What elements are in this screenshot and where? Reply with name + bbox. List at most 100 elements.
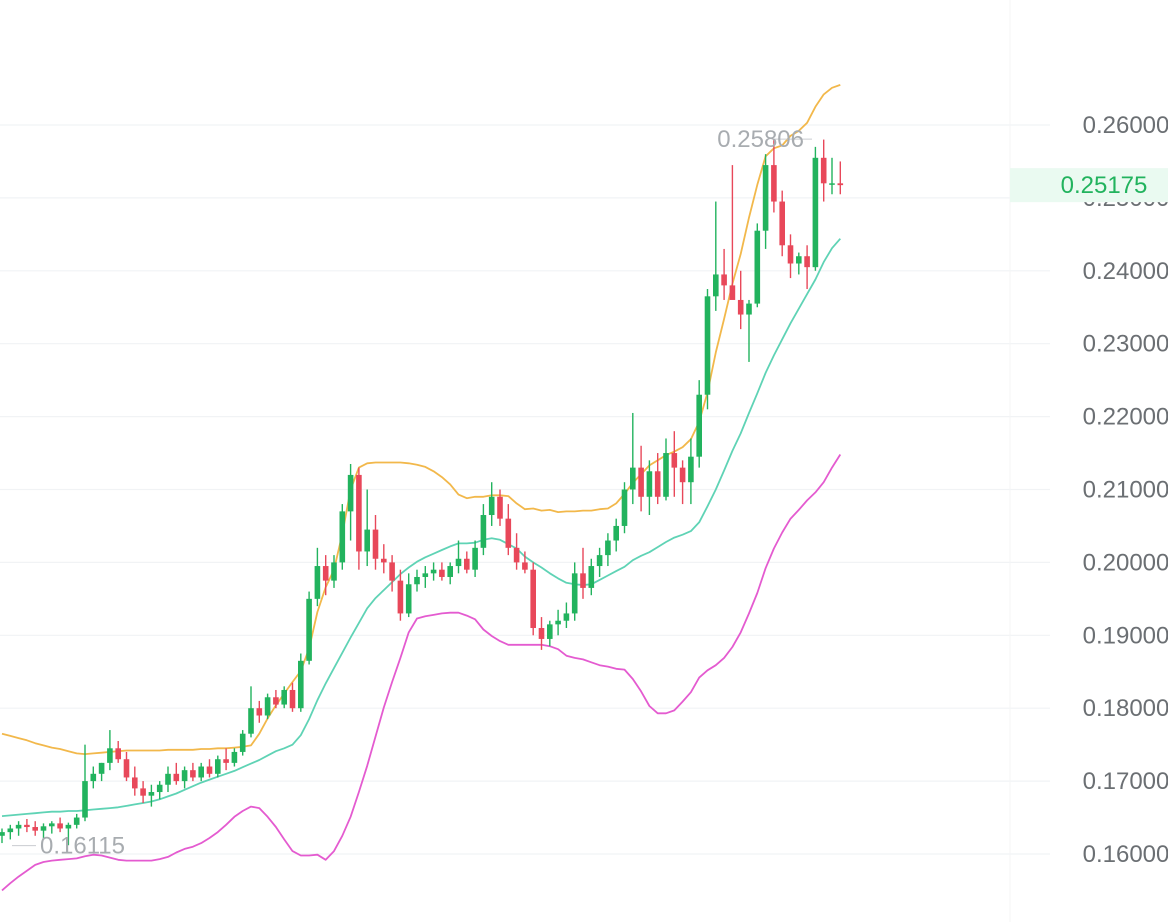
candle-down	[737, 270, 744, 330]
lower-band-line	[1, 454, 842, 892]
candle-body	[804, 256, 810, 268]
candle-up	[713, 201, 719, 311]
candle-body	[754, 230, 761, 304]
candle-body	[24, 824, 30, 828]
candle-up	[65, 822, 72, 846]
high-marker-label: 0.25806	[717, 126, 804, 153]
candle-body	[148, 792, 155, 796]
candle-up	[347, 463, 354, 541]
candle-up	[696, 380, 702, 468]
candle-body	[107, 748, 113, 763]
candle-up	[812, 146, 819, 271]
candle-body	[638, 467, 644, 497]
candle-body	[32, 827, 38, 831]
candle-body	[82, 781, 88, 818]
candle-body	[98, 762, 105, 774]
candle-up	[281, 686, 287, 709]
candle-body	[696, 394, 702, 457]
y-tick-label: 0.26000	[1083, 112, 1168, 139]
candle-up	[248, 686, 254, 738]
candle-body	[447, 566, 453, 577]
candle-up	[15, 821, 22, 836]
candle-up	[596, 547, 603, 577]
candle-body	[654, 471, 661, 497]
candle-body	[264, 697, 271, 716]
candle-up	[7, 824, 14, 840]
y-tick-label: 0.23000	[1083, 331, 1168, 358]
candle-up	[663, 438, 669, 501]
candle-up	[339, 504, 346, 570]
candle-body	[281, 689, 287, 705]
candle-body	[389, 562, 395, 581]
middle-band-line	[1, 238, 841, 817]
candle-up	[82, 744, 88, 822]
candle-down	[381, 544, 387, 574]
candle-up	[215, 755, 221, 778]
candle-body	[57, 823, 63, 829]
candle-body	[513, 547, 520, 563]
candle-body	[547, 624, 553, 639]
candle-down	[679, 460, 686, 505]
candle-up	[447, 562, 453, 585]
candle-up	[298, 653, 304, 712]
candle-body	[704, 296, 711, 395]
candle-down	[322, 555, 329, 596]
candle-body	[812, 157, 819, 268]
candle-body	[646, 471, 653, 497]
candle-down	[771, 139, 777, 213]
candle-body	[605, 540, 611, 556]
candle-body	[671, 453, 678, 468]
candle-body	[820, 157, 827, 184]
y-tick-label: 0.20000	[1083, 549, 1168, 576]
candle-down	[804, 245, 810, 290]
candle-body	[422, 573, 429, 577]
candle-body	[372, 529, 379, 559]
candle-body	[663, 453, 669, 497]
candle-up	[264, 693, 271, 720]
current-price-label: 0.25175	[1061, 172, 1148, 199]
candle-body	[322, 566, 329, 581]
candle-up	[314, 547, 321, 607]
candle-down	[289, 682, 296, 712]
candle-body	[256, 708, 263, 716]
upper-band-line	[1, 84, 841, 755]
y-tick-label: 0.21000	[1083, 477, 1168, 504]
candle-up	[231, 748, 238, 767]
candle-up	[306, 591, 312, 665]
candle-body	[779, 201, 785, 246]
y-tick-label: 0.24000	[1083, 258, 1168, 285]
candle-body	[339, 511, 346, 563]
candle-up	[181, 766, 188, 789]
candle-up	[746, 299, 752, 362]
candle-up	[239, 730, 246, 756]
candle-up	[613, 518, 619, 552]
candle-up	[49, 821, 55, 834]
candle-down	[538, 617, 545, 650]
candle-up	[704, 289, 711, 410]
candle-body	[239, 733, 246, 752]
candle-up	[488, 482, 495, 526]
candle-body	[771, 165, 777, 202]
candle-down	[439, 562, 445, 581]
candle-body	[829, 183, 835, 185]
candle-body	[713, 274, 719, 297]
grid-lines	[0, 124, 1050, 855]
candle-body	[273, 697, 279, 705]
candle-up	[165, 766, 171, 793]
candle-body	[737, 299, 744, 315]
candle-body	[762, 165, 769, 231]
candle-body	[796, 256, 802, 264]
candle-up	[547, 620, 553, 647]
candle-up	[563, 602, 570, 629]
candle-up	[646, 460, 653, 516]
current-price-bg	[1010, 168, 1168, 203]
candle-body	[397, 580, 404, 614]
candle-down	[779, 190, 785, 257]
candle-up	[364, 489, 370, 567]
candle-body	[331, 562, 337, 581]
candle-body	[140, 788, 146, 796]
candle-up	[472, 540, 478, 577]
candle-up	[430, 562, 437, 581]
candle-up	[762, 154, 769, 249]
